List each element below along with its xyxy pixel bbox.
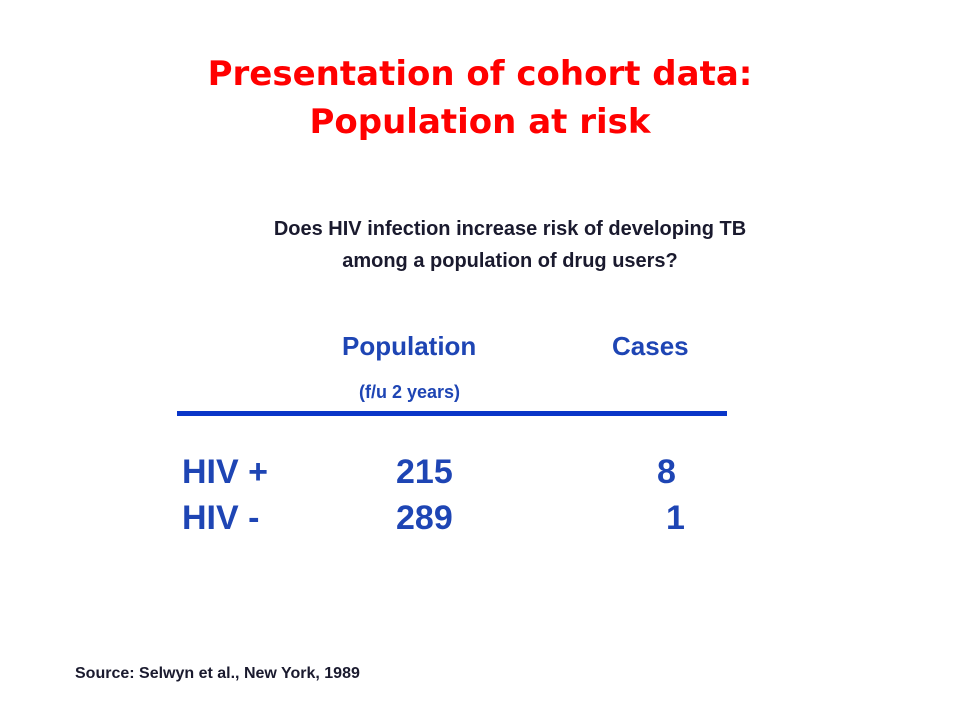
population-value: 215 — [396, 453, 453, 491]
research-question-line-1: Does HIV infection increase risk of deve… — [273, 218, 747, 240]
cases-value: 8 — [657, 453, 676, 491]
population-value: 289 — [396, 499, 453, 537]
cases-column-header: Cases — [612, 331, 689, 361]
followup-note: (f/u 2 years) — [359, 382, 461, 402]
population-column-header: Population — [342, 331, 477, 361]
row-label: HIV - — [182, 499, 260, 537]
slide-title-line-2: Population at risk — [309, 102, 651, 142]
slide-title-line-1: Presentation of cohort data: — [207, 54, 753, 94]
slide-title: Presentation of cohort data: Population … — [0, 50, 960, 146]
source-citation: Source: Selwyn et al., New York, 1989 — [75, 665, 360, 682]
header-divider — [177, 411, 727, 416]
row-label: HIV + — [182, 453, 268, 491]
research-question: Does HIV infection increase risk of deve… — [140, 213, 880, 277]
research-question-line-2: among a population of drug users? — [342, 250, 678, 272]
cases-value: 1 — [666, 499, 685, 537]
